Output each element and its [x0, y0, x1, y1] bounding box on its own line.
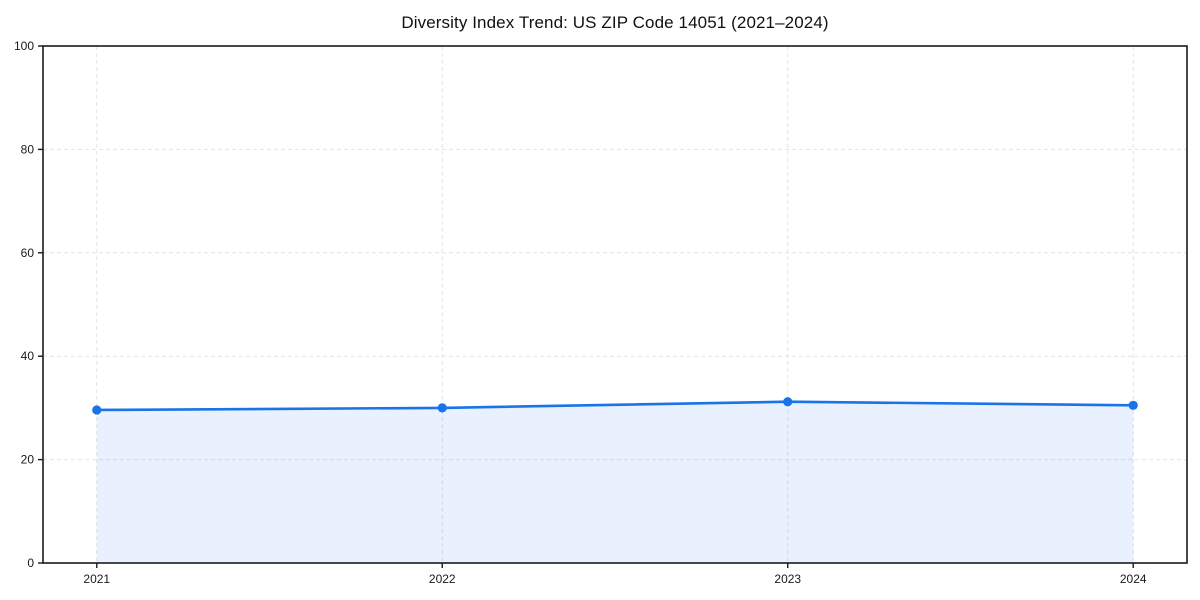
data-point-2023 [783, 397, 793, 407]
data-point-2021 [92, 405, 102, 415]
data-point-2024 [1128, 400, 1138, 410]
y-tick-label: 60 [21, 246, 35, 260]
y-tick-label: 20 [21, 453, 35, 467]
y-tick-label: 40 [21, 349, 35, 363]
x-tick-label: 2022 [429, 572, 456, 586]
y-tick-label: 0 [27, 556, 34, 570]
y-tick-label: 80 [21, 142, 35, 156]
area-fill [96, 401, 1134, 563]
data-point-2022 [437, 403, 447, 413]
chart-title: Diversity Index Trend: US ZIP Code 14051… [401, 13, 829, 32]
x-tick-label: 2023 [774, 572, 801, 586]
x-tick-label: 2024 [1120, 572, 1147, 586]
plot-border [42, 45, 1188, 564]
y-tick-label: 100 [14, 39, 34, 53]
trend-line [95, 400, 1135, 412]
x-tick-label: 2021 [83, 572, 110, 586]
